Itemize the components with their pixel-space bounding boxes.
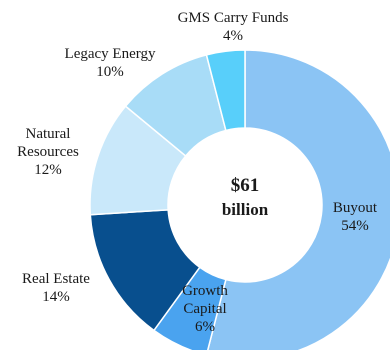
center-unit: billion (221, 200, 269, 219)
slice-percent: 6% (194, 319, 215, 335)
label-natural-resources: Natural Resources 12% (17, 125, 79, 179)
slice-percent: 4% (222, 28, 243, 44)
label-buyout: Buyout 54% (333, 199, 377, 235)
slice-name-line-2: Resources (17, 144, 79, 160)
label-legacy-energy: Legacy Energy 10% (65, 45, 156, 81)
donut-hole (168, 128, 322, 282)
slice-name: GMS Carry Funds (177, 10, 289, 26)
slice-percent: 10% (96, 64, 124, 80)
center-amount: $61 (230, 175, 260, 196)
slice-name: Legacy Energy (64, 46, 156, 62)
slice-name: Real Estate (22, 271, 90, 287)
slice-name: Buyout (332, 200, 378, 216)
label-gms-carry-funds: GMS Carry Funds 4% (178, 9, 289, 45)
slice-name-line-2: Capital (183, 301, 227, 317)
donut-center-label: $61 billion (222, 174, 268, 222)
slice-name-line-1: Natural (25, 126, 71, 142)
slice-name-line-1: Growth (182, 283, 228, 299)
label-real-estate: Real Estate 14% (22, 270, 90, 306)
slice-percent: 54% (341, 218, 369, 234)
slice-percent: 12% (34, 162, 62, 178)
label-growth-capital: Growth Capital 6% (182, 282, 228, 336)
slice-percent: 14% (42, 289, 70, 305)
